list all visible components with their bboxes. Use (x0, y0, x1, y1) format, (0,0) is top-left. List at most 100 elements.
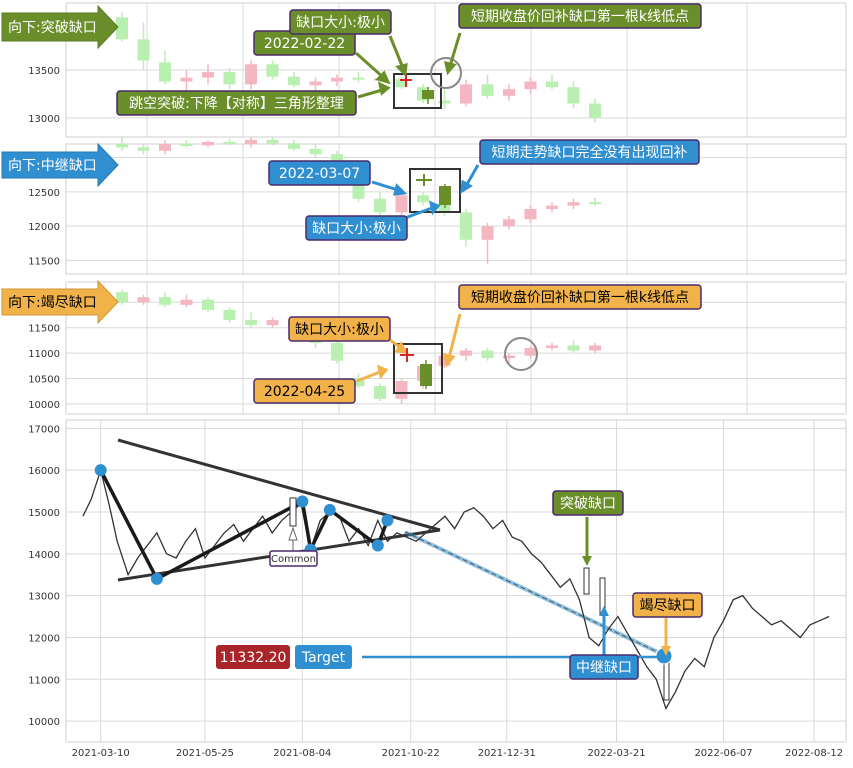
candle-body (159, 144, 171, 151)
candle-body (567, 87, 580, 104)
candle-body (417, 195, 429, 203)
candle-body (567, 345, 580, 351)
gap-candle-body (422, 90, 434, 99)
panel-grid (66, 144, 846, 274)
candle-body (589, 345, 601, 351)
candle-body (116, 144, 128, 148)
candle-body (266, 320, 279, 326)
candle-body (546, 81, 558, 88)
y-tick-label: 16000 (28, 466, 60, 477)
x-tick-label: 2022-06-07 (694, 748, 752, 759)
common-gap-marker (289, 497, 297, 527)
note-callout: 短期收盘价回补缺口第一根k线低点 (458, 284, 702, 310)
note-label: 短期收盘价回补缺口第一根k线低点 (471, 8, 689, 25)
candle-body (159, 62, 171, 82)
candle-body (266, 64, 279, 77)
exhaustion-gap-panel: 1000010500110001150012000 (28, 281, 847, 415)
candle-body (524, 348, 537, 356)
callout-arrows (356, 313, 462, 383)
candle-body (481, 226, 494, 240)
pivot-point (150, 572, 163, 585)
candle-body (438, 100, 451, 104)
pivot-point (94, 464, 107, 477)
breakaway-gap-panel: 13000 13500 (28, 2, 847, 138)
target-label-box: Target (295, 645, 352, 669)
x-tick-label: 2021-10-22 (382, 748, 440, 759)
candle-body (524, 209, 537, 220)
candle-body (245, 64, 257, 85)
tag-label: 向下:中继缺口 (8, 158, 97, 174)
candle-body (460, 350, 472, 356)
exhaustion-label: 竭尽缺口 (640, 598, 696, 614)
pivot-point (323, 503, 336, 516)
gap-size-label: 缺口大小:极小 (295, 322, 384, 338)
fill-marker-circle (430, 57, 462, 89)
x-tick-label: 2021-03-10 (72, 748, 130, 759)
y-tick-label: 13000 (28, 592, 60, 603)
candle-body (137, 147, 150, 151)
candle-body (245, 320, 257, 326)
candle-body (266, 139, 279, 144)
x-tick-label: 2022-08-12 (785, 748, 843, 759)
pivot-point (296, 495, 309, 508)
x-tick-label: 2021-12-31 (478, 748, 536, 759)
candle-body (546, 205, 558, 209)
exhaustion-label-box: 竭尽缺口 (632, 592, 703, 618)
target-value: 11332.20 (220, 650, 287, 666)
candle-body (481, 350, 494, 359)
candle-body (180, 77, 193, 82)
y-tick-labels: 13000 13500 (28, 66, 60, 125)
panel-frame (65, 419, 847, 743)
y-tick-label: 13500 (28, 66, 60, 77)
y-tick-label: 10000 (28, 400, 60, 411)
note-callout: 短期收盘价回补缺口第一根k线低点 (458, 3, 702, 29)
target-value-box: 11332.20 (216, 645, 290, 669)
candle-body (374, 198, 386, 213)
note-label: 短期走势缺口完全没有出现回补 (492, 144, 688, 161)
breakaway-label-box: 突破缺口 (552, 490, 624, 516)
candle-body (202, 71, 214, 78)
y-tick-label: 11500 (28, 256, 60, 267)
breakaway-gap-marker (583, 567, 590, 595)
candle-body (352, 378, 365, 387)
breakaway-label: 突破缺口 (560, 496, 616, 512)
date-label: 2022-04-25 (264, 384, 345, 400)
pattern-callout: 跳空突破:下降【对称】三角形整理 (116, 90, 357, 116)
candle-body (395, 195, 408, 213)
candle-body (460, 212, 472, 240)
target-label: Target (301, 650, 346, 666)
gap-size-callout: 缺口大小:极小 (305, 215, 408, 241)
fill-marker-circle (504, 337, 538, 371)
gap-highlight-box (393, 73, 442, 109)
candle-body (331, 77, 343, 82)
candle-body (309, 148, 322, 155)
y-tick-label: 17000 (28, 424, 60, 435)
date-callout: 2022-03-07 (268, 160, 371, 186)
candle-body (180, 144, 193, 146)
x-tick-labels: 2021-03-10 2021-05-25 2021-08-04 2021-10-22… (72, 748, 843, 759)
candle-body (503, 355, 515, 359)
gap-size-label: 缺口大小:极小 (312, 221, 401, 237)
candle-body (116, 17, 128, 40)
date-label: 2022-02-22 (264, 36, 345, 52)
candle-body (546, 345, 558, 348)
candle-body (137, 297, 150, 303)
tag-label: 向下:竭尽缺口 (8, 295, 97, 311)
candle-body (309, 81, 322, 86)
candle-body (331, 154, 343, 162)
callout-arrows (371, 164, 480, 220)
gap-candle-body (439, 186, 451, 205)
panel-grid (66, 420, 846, 742)
y-tick-labels: 10000 11000 12000 13000 14000 15000 16000 17000 (28, 424, 60, 728)
candle-body (589, 202, 601, 205)
y-tick-label: 10500 (28, 374, 60, 385)
note-label: 短期收盘价回补缺口第一根k线低点 (471, 289, 689, 306)
pivot-point (371, 539, 384, 552)
gap-candles (400, 75, 451, 389)
date-label: 2022-03-07 (279, 166, 360, 182)
candle-body (395, 381, 408, 399)
x-tick-label: 2021-08-04 (273, 748, 331, 759)
candle-body (503, 89, 515, 96)
y-tick-label: 12500 (28, 188, 60, 199)
